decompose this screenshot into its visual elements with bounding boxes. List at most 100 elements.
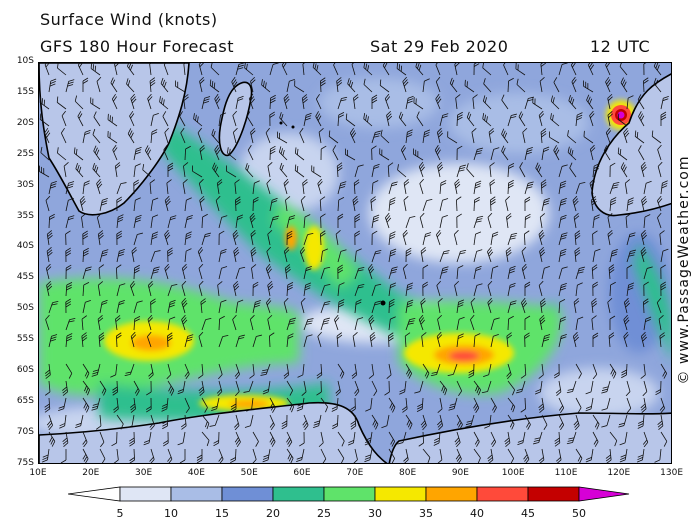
wind-barb	[659, 230, 665, 246]
wind-barb	[626, 264, 633, 279]
wind-barb	[167, 299, 176, 314]
wind-barb	[82, 247, 89, 263]
wind-barb	[501, 128, 509, 144]
wind-barb	[437, 314, 443, 331]
wind-barb	[363, 112, 373, 127]
wind-barb	[278, 146, 288, 161]
wind-barb	[193, 113, 203, 127]
wind-barb	[384, 93, 391, 110]
wind-barb	[436, 280, 441, 297]
wind-barb	[167, 316, 176, 331]
wind-barb	[566, 380, 577, 394]
wind-barb	[589, 144, 596, 161]
wind-barb	[587, 63, 595, 76]
wind-barb	[91, 363, 101, 377]
wind-barb	[405, 363, 413, 379]
wind-barb	[541, 265, 550, 280]
wind-barb	[82, 129, 91, 144]
wind-barb	[541, 197, 550, 212]
wind-barb	[371, 414, 379, 430]
wind-barb	[625, 213, 631, 229]
wind-barb	[585, 380, 594, 395]
wind-barb	[507, 232, 518, 246]
wind-barb	[90, 63, 101, 76]
wind-barb	[56, 96, 67, 110]
wind-barb	[226, 165, 237, 178]
wind-barb	[414, 380, 424, 394]
wind-barb	[133, 300, 143, 314]
longitude-label: 70E	[346, 468, 364, 478]
wind-barb	[507, 179, 514, 195]
wind-barb	[337, 213, 344, 228]
wind-barb	[517, 431, 526, 446]
wind-barb	[201, 397, 208, 413]
wind-barb	[454, 178, 461, 195]
wind-barb	[44, 363, 51, 379]
wind-barb	[524, 230, 530, 246]
wind-barb	[41, 448, 50, 463]
wind-barb	[653, 77, 662, 93]
wind-barb	[114, 162, 121, 178]
wind-barb	[507, 380, 515, 396]
wind-barb	[150, 298, 156, 314]
wind-barb	[419, 212, 425, 229]
wind-barb	[233, 246, 240, 263]
wind-barb	[558, 63, 568, 76]
wind-barb	[473, 265, 482, 280]
wind-barb	[82, 77, 89, 92]
gale-core	[304, 226, 324, 270]
wind-barb	[201, 431, 210, 447]
wind-barb	[232, 127, 238, 144]
wind-barb	[232, 229, 239, 246]
wind-barb	[473, 249, 483, 263]
wind-barb	[653, 63, 662, 76]
wind-barb	[505, 247, 512, 263]
wind-barb	[422, 363, 430, 379]
wind-barb	[539, 213, 546, 229]
wind-barb	[302, 179, 308, 195]
wind-barb	[160, 77, 169, 93]
wind-barb	[354, 248, 362, 263]
wind-barb	[456, 164, 466, 178]
wind-barb	[555, 380, 562, 396]
longitude-label: 80E	[399, 468, 417, 478]
wind-barb	[636, 448, 645, 463]
wind-barb	[234, 414, 240, 431]
wind-barb	[489, 162, 495, 178]
wind-barb	[539, 314, 546, 331]
wind-barb	[211, 129, 220, 144]
forecast-date: Sat 29 Feb 2020	[370, 37, 509, 56]
wind-barb	[642, 380, 648, 397]
wind-barb	[388, 448, 396, 463]
wind-barb	[385, 212, 392, 229]
wind-barb	[167, 215, 177, 229]
wind-barb	[388, 397, 396, 413]
wind-barb	[59, 414, 67, 429]
wind-barb	[337, 282, 345, 297]
wind-barb	[214, 144, 221, 161]
wind-barb	[200, 298, 207, 314]
wind-barb	[642, 431, 649, 448]
wind-barb	[507, 163, 515, 178]
wind-barb	[167, 448, 173, 463]
wind-barb	[149, 179, 155, 195]
wind-barb	[490, 265, 499, 280]
wind-barb	[300, 195, 306, 212]
wind-barb	[456, 145, 463, 161]
wind-barb	[318, 431, 324, 448]
longitude-label: 40E	[187, 468, 205, 478]
wind-barb	[276, 131, 288, 144]
wind-barb	[435, 63, 441, 76]
wind-barb	[48, 180, 57, 195]
wind-barb	[553, 145, 560, 161]
wind-barb	[246, 397, 254, 412]
wind-barb	[299, 246, 306, 263]
wind-barb	[177, 380, 186, 395]
wind-barb	[473, 333, 481, 348]
wind-barb	[198, 331, 204, 348]
wind-belt	[634, 243, 671, 359]
wind-barb	[97, 281, 104, 297]
wind-barb	[363, 63, 373, 76]
wind-barb	[590, 196, 597, 212]
wind-barb	[184, 248, 192, 263]
